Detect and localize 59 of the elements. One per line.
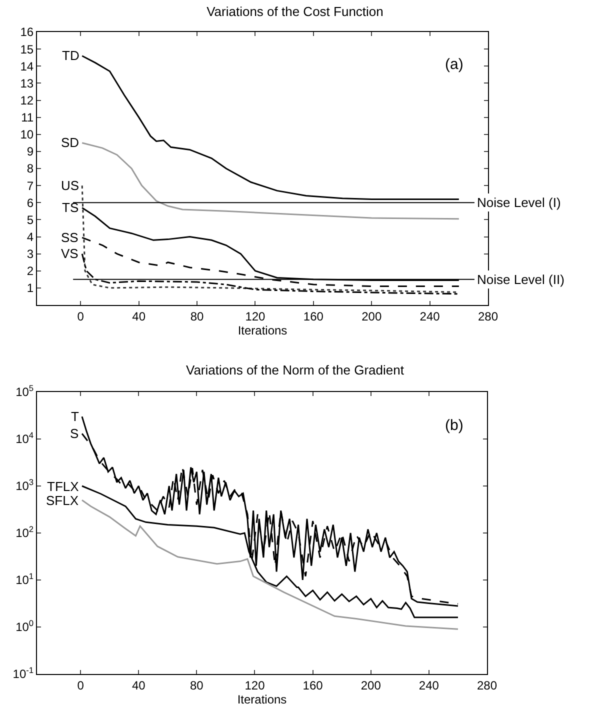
y-tick-label: 2 xyxy=(26,264,34,278)
ref-line-label: Noise Level (I) xyxy=(477,195,561,210)
x-tick-label: 240 xyxy=(418,678,440,692)
x-tick-label: 40 xyxy=(132,678,146,692)
chart-title: Variations of the Cost Function xyxy=(206,4,384,19)
y-tick-label: 15 xyxy=(20,42,34,56)
y-tick-label: 11 xyxy=(21,110,34,125)
y-tick-label: 9 xyxy=(26,144,34,159)
x-tick-label: 280 xyxy=(478,309,498,324)
series-label: TD xyxy=(62,48,80,63)
ref-line-label: Noise Level (II) xyxy=(477,272,564,287)
x-tick-label: 160 xyxy=(302,678,324,692)
y-tick-label: 10$^{4}$ xyxy=(16,430,34,446)
y-tick-label: 13 xyxy=(20,76,34,90)
x-axis-title: Iterations xyxy=(237,692,287,706)
x-tick-label: 120 xyxy=(245,309,266,324)
x-tick-label: 0 xyxy=(77,678,84,692)
y-tick-label: 5 xyxy=(26,212,34,227)
x-tick-label: 280 xyxy=(476,678,498,692)
line-series xyxy=(81,142,460,220)
y-tick-label: 10$^{1}$ xyxy=(16,571,34,588)
y-tick-label: 7 xyxy=(26,178,34,193)
y-tick-label: 10$^{2}$ xyxy=(16,524,34,540)
y-tick-label: 10$^{0}$ xyxy=(16,618,34,634)
series-label: SFLX xyxy=(46,493,79,508)
y-tick-label: 12 xyxy=(20,93,34,108)
y-tick-label: 10$^{-1}$ xyxy=(12,665,34,682)
y-tick-label: 1 xyxy=(26,281,34,296)
series-label: SS xyxy=(61,230,79,245)
x-tick-label: 0 xyxy=(77,309,84,324)
y-tick-label: 3 xyxy=(26,247,34,262)
x-axis-title: Iterations xyxy=(238,323,288,338)
y-tick-label: 10$^{3}$ xyxy=(16,477,34,494)
annotation: (a) xyxy=(445,56,464,73)
x-tick-label: 40 xyxy=(132,309,146,324)
chart-title: Variations of the Norm of the Gradient xyxy=(186,362,404,378)
x-tick-label: 80 xyxy=(190,309,204,324)
series-label: TFLX xyxy=(47,479,80,494)
x-tick-label: 200 xyxy=(362,309,382,324)
series-label: T xyxy=(71,409,79,424)
series-label: S xyxy=(70,426,79,441)
y-tick-label: 4 xyxy=(26,230,34,244)
y-tick-label: 14 xyxy=(20,59,34,74)
y-tick-label: 6 xyxy=(26,196,34,210)
y-tick-label: 8 xyxy=(26,162,34,176)
series-label: TS xyxy=(62,200,79,215)
x-tick-label: 80 xyxy=(190,678,204,692)
x-tick-label: 120 xyxy=(244,678,266,692)
series-label: US xyxy=(61,178,80,193)
y-tick-label: 16 xyxy=(20,25,34,40)
y-tick-label: 10$^{5}$ xyxy=(16,383,34,400)
x-tick-label: 200 xyxy=(360,678,382,692)
x-tick-label: 160 xyxy=(303,309,324,324)
y-tick-label: 10 xyxy=(20,128,34,142)
series-label: SD xyxy=(61,135,80,150)
annotation: (b) xyxy=(445,417,464,434)
x-tick-label: 240 xyxy=(420,309,440,324)
line-series xyxy=(81,499,459,630)
series-label: VS xyxy=(61,246,79,261)
